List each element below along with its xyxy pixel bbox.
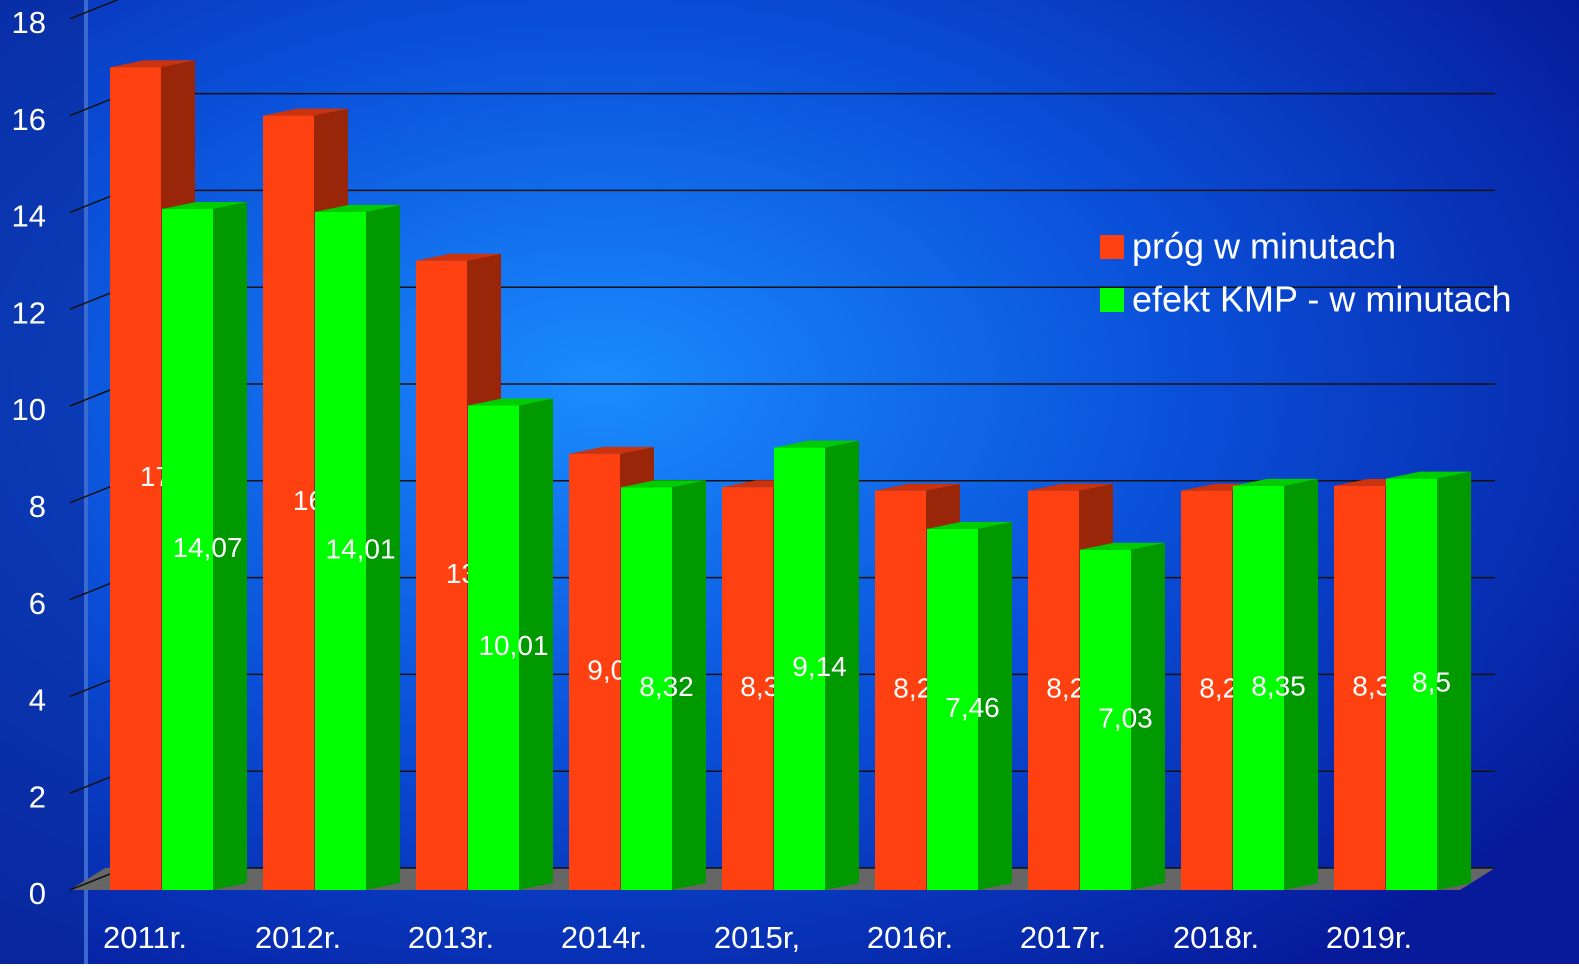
data-label: 8,5 (1412, 667, 1451, 698)
bar-top (927, 521, 1012, 529)
data-label: 7,03 (1098, 702, 1153, 733)
x-tick-label: 2013r. (408, 920, 494, 955)
y-tick-label: 4 (29, 683, 46, 718)
bar (110, 67, 161, 890)
bar-top (1386, 471, 1471, 479)
bar-top (621, 480, 706, 488)
y-tick-label: 0 (29, 876, 46, 911)
x-tick-label: 2017r. (1020, 920, 1106, 955)
bar-side (366, 204, 400, 890)
bar (1386, 478, 1437, 890)
bar (1028, 490, 1079, 890)
x-tick-label: 2011r. (103, 920, 187, 955)
y-tick-label: 6 (29, 586, 46, 621)
bar (1233, 485, 1284, 890)
bar-side (1131, 542, 1165, 890)
bar (774, 447, 825, 890)
bar (162, 209, 213, 891)
data-label: 8,35 (1251, 670, 1306, 701)
bar-top (315, 204, 400, 212)
bar-side (1437, 471, 1471, 890)
bar-side (978, 521, 1012, 890)
bar-top (1080, 542, 1165, 550)
y-tick-label: 8 (29, 489, 46, 524)
bar (1080, 549, 1131, 890)
bar-side (519, 398, 553, 890)
y-tick-label: 10 (12, 392, 46, 427)
y-tick-label: 14 (12, 199, 46, 234)
bar-side (213, 202, 247, 891)
bar-side (1284, 478, 1318, 890)
bar-top (1028, 483, 1113, 491)
bar (875, 490, 926, 890)
data-label: 8,32 (639, 671, 694, 702)
x-tick-label: 2016r. (867, 920, 953, 955)
x-tick-label: 2018r. (1173, 920, 1259, 955)
bar (315, 211, 366, 890)
bar (1181, 490, 1232, 890)
bar-top (416, 253, 501, 261)
y-tick-label: 16 (12, 102, 46, 137)
bar-top (162, 202, 247, 210)
bar (569, 453, 620, 890)
data-label: 14,07 (172, 532, 242, 563)
legend-label: efekt KMP - w minutach (1132, 279, 1511, 320)
bar (263, 115, 314, 891)
bar-top (110, 60, 195, 68)
x-tick-label: 2019r. (1326, 920, 1412, 955)
bar (621, 487, 672, 890)
bar-top (1233, 478, 1318, 486)
bar-top (468, 398, 553, 406)
bar (416, 260, 467, 890)
data-label: 9,14 (792, 651, 847, 682)
bar (722, 487, 773, 890)
legend-swatch (1100, 288, 1124, 312)
legend-swatch (1100, 235, 1124, 259)
bar (1334, 485, 1385, 890)
x-tick-label: 2012r. (255, 920, 341, 955)
x-tick-label: 2014r. (561, 920, 647, 955)
y-tick-label: 2 (29, 779, 46, 814)
bar (927, 528, 978, 890)
bar-top (774, 440, 859, 448)
bar-top (569, 446, 654, 454)
bar-side (825, 440, 859, 890)
grid-diagonal (69, 0, 120, 20)
bar-top (875, 483, 960, 491)
legend-label: próg w minutach (1132, 226, 1396, 267)
bar-side (672, 480, 706, 890)
x-tick-label: 2015r, (714, 920, 800, 955)
left-panel (0, 0, 84, 964)
data-label: 10,01 (478, 630, 548, 661)
data-label: 7,46 (945, 692, 1000, 723)
y-tick-label: 18 (12, 5, 46, 40)
bar (468, 405, 519, 890)
y-tick-label: 12 (12, 295, 46, 330)
data-label: 14,01 (325, 533, 395, 564)
bar-top (263, 108, 348, 116)
